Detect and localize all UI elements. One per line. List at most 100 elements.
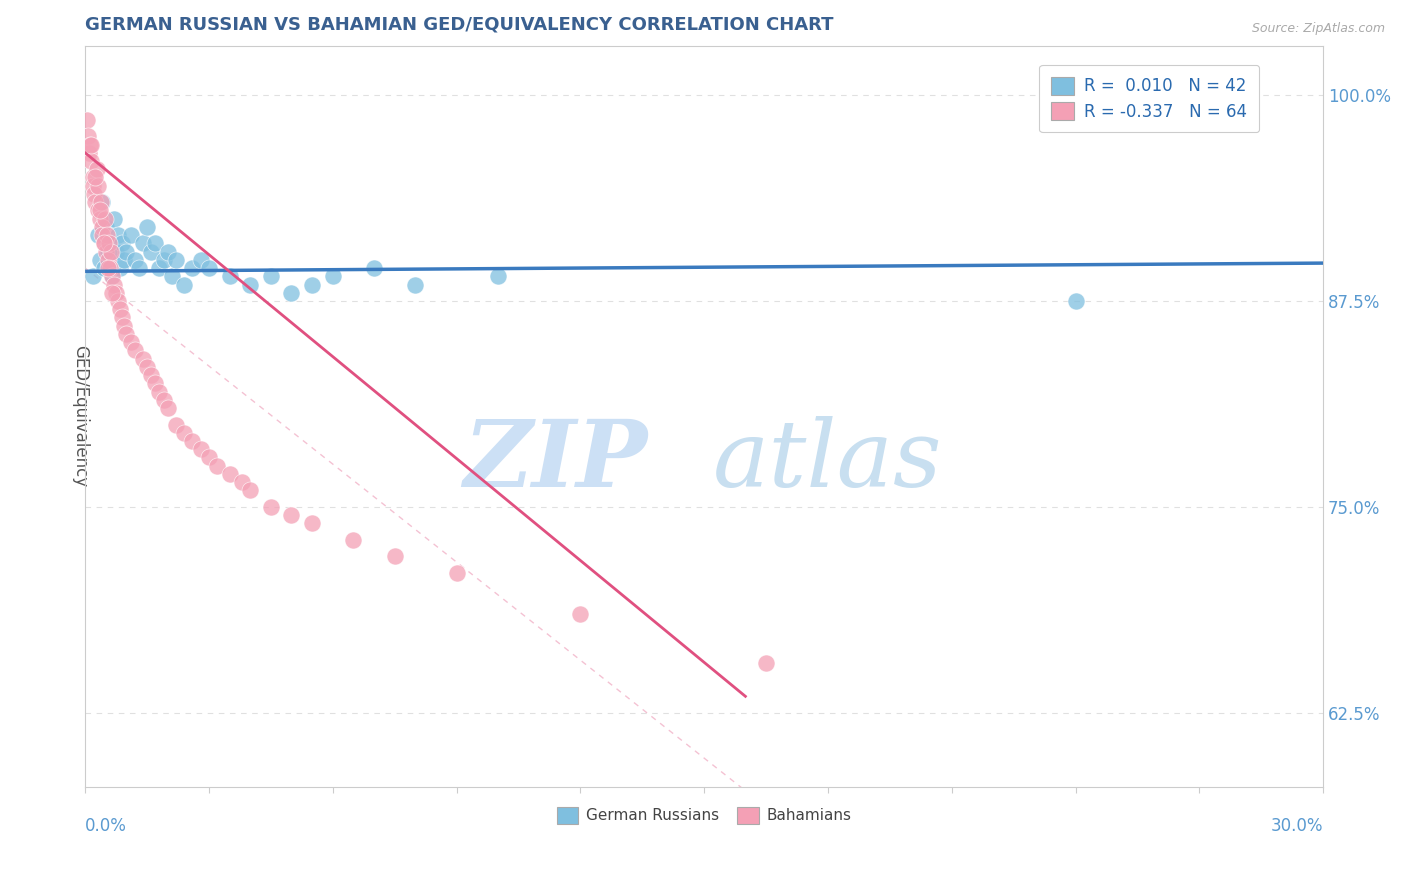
Point	[190, 252, 212, 267]
Point	[86, 203, 108, 218]
Point	[260, 500, 283, 514]
Point	[90, 219, 112, 234]
Point	[124, 252, 146, 267]
Point	[132, 236, 155, 251]
Point	[91, 228, 114, 243]
Point	[105, 285, 128, 300]
Point	[107, 228, 129, 243]
Point	[173, 425, 195, 440]
Point	[1064, 293, 1087, 308]
Point	[190, 442, 212, 457]
Point	[93, 236, 115, 251]
Point	[260, 269, 283, 284]
Text: Source: ZipAtlas.com: Source: ZipAtlas.com	[1251, 22, 1385, 36]
Point	[80, 153, 103, 168]
Point	[76, 112, 98, 127]
Point	[280, 508, 302, 523]
Point	[96, 228, 118, 243]
Point	[105, 244, 128, 259]
Point	[148, 384, 170, 399]
Point	[112, 252, 135, 267]
Point	[156, 401, 179, 415]
Point	[322, 269, 344, 284]
Point	[94, 219, 117, 234]
Text: GERMAN RUSSIAN VS BAHAMIAN GED/EQUIVALENCY CORRELATION CHART: GERMAN RUSSIAN VS BAHAMIAN GED/EQUIVALEN…	[86, 15, 834, 33]
Point	[231, 475, 253, 490]
Point	[93, 236, 115, 251]
Point	[205, 458, 228, 473]
Point	[100, 244, 122, 259]
Point	[165, 252, 187, 267]
Point	[132, 351, 155, 366]
Point	[136, 359, 159, 374]
Point	[77, 145, 100, 160]
Point	[98, 260, 121, 275]
Point	[115, 244, 138, 259]
Point	[198, 450, 221, 465]
Point	[486, 269, 509, 284]
Point	[80, 137, 103, 152]
Point	[82, 170, 104, 185]
Point	[90, 195, 112, 210]
Point	[446, 566, 468, 580]
Point	[112, 318, 135, 333]
Point	[301, 277, 323, 292]
Point	[82, 269, 104, 284]
Point	[569, 607, 592, 621]
Point	[301, 516, 323, 531]
Point	[86, 228, 108, 243]
Point	[97, 260, 120, 275]
Y-axis label: GED/Equivalency: GED/Equivalency	[72, 345, 89, 487]
Point	[98, 236, 121, 251]
Point	[143, 376, 166, 391]
Point	[181, 260, 204, 275]
Text: atlas: atlas	[713, 416, 942, 506]
Point	[143, 236, 166, 251]
Point	[218, 467, 240, 481]
Point	[108, 302, 131, 317]
Point	[173, 277, 195, 292]
Point	[101, 269, 124, 284]
Point	[141, 368, 163, 383]
Point	[120, 335, 142, 350]
Point	[181, 434, 204, 448]
Point	[239, 277, 262, 292]
Point	[93, 260, 115, 275]
Point	[90, 195, 112, 210]
Point	[86, 162, 108, 177]
Point	[103, 211, 125, 226]
Point	[98, 236, 121, 251]
Point	[128, 260, 150, 275]
Point	[165, 417, 187, 432]
Point	[280, 285, 302, 300]
Point	[156, 244, 179, 259]
Point	[160, 269, 183, 284]
Point	[384, 549, 406, 564]
Point	[103, 277, 125, 292]
Point	[218, 269, 240, 284]
Point	[107, 293, 129, 308]
Point	[84, 170, 107, 185]
Point	[97, 244, 120, 259]
Point	[89, 203, 111, 218]
Point	[111, 310, 134, 325]
Point	[141, 244, 163, 259]
Point	[97, 252, 120, 267]
Point	[84, 195, 107, 210]
Point	[89, 211, 111, 226]
Point	[755, 657, 778, 671]
Point	[404, 277, 426, 292]
Text: 30.0%: 30.0%	[1271, 816, 1323, 835]
Text: ZIP: ZIP	[464, 416, 648, 506]
Point	[101, 285, 124, 300]
Point	[148, 260, 170, 275]
Point	[77, 129, 100, 144]
Point	[79, 137, 101, 152]
Point	[111, 236, 134, 251]
Point	[89, 252, 111, 267]
Point	[239, 483, 262, 498]
Point	[152, 252, 174, 267]
Point	[136, 219, 159, 234]
Point	[87, 178, 110, 193]
Point	[108, 260, 131, 275]
